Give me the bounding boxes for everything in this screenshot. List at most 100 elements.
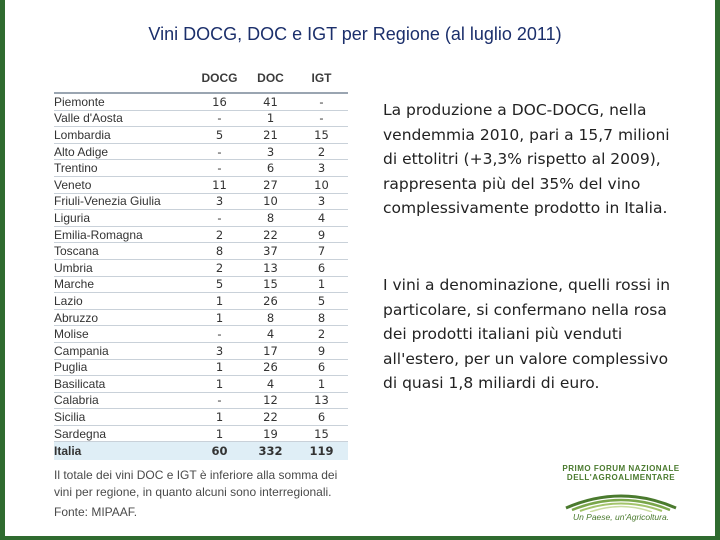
region-cell: Lombardia xyxy=(54,127,111,142)
docg-cell: 2 xyxy=(215,260,224,275)
igt-cell: 119 xyxy=(309,444,334,459)
wine-table: DOCG DOC IGT Piemonte 16 41- Valle d'Aosta -… xyxy=(54,66,348,461)
igt-cell: 1 xyxy=(317,376,326,391)
forum-logo: PRIMO FORUM NAZIONALE DELL'AGROALIMENTAR… xyxy=(556,464,686,526)
region-cell: Trentino xyxy=(54,161,98,176)
igt-cell: 2 xyxy=(317,327,326,342)
table-row: Basilicata 1 4 1 xyxy=(54,376,348,393)
table-body: Piemonte 16 41- Valle d'Aosta -1- Lombardia 5 2… xyxy=(54,92,348,461)
igt-cell: 7 xyxy=(317,244,326,259)
region-cell: Calabria xyxy=(54,393,99,408)
docg-cell: 1 xyxy=(215,426,224,441)
igt-cell: 1 xyxy=(317,277,326,292)
igt-cell: 9 xyxy=(317,227,326,242)
docg-cell: 1 xyxy=(215,360,224,375)
igt-cell: 10 xyxy=(314,177,329,192)
logo-tagline: Un Paese, un'Agricoltura. xyxy=(572,512,670,522)
region-cell: Molise xyxy=(54,327,89,342)
table-row: Lombardia 5 21 15 xyxy=(54,127,348,144)
docg-cell: 5 xyxy=(215,277,224,292)
docg-cell: 1 xyxy=(215,310,224,325)
doc-cell: 1 xyxy=(266,111,275,126)
igt-cell: 6 xyxy=(317,410,326,425)
docg-cell: 3 xyxy=(215,343,224,358)
region-cell: Puglia xyxy=(54,360,88,375)
igt-cell: - xyxy=(319,111,324,126)
igt-cell: 8 xyxy=(317,310,326,325)
region-cell: Italia xyxy=(54,444,82,459)
paragraph-exports: I vini a denominazione, quelli rossi in … xyxy=(383,276,671,392)
paragraph-production: La produzione a DOC-DOCG, nella vendemmi… xyxy=(383,101,670,217)
doc-cell: 26 xyxy=(263,293,278,308)
docg-cell: - xyxy=(217,327,222,342)
igt-cell: 15 xyxy=(314,127,329,142)
frame-bottom-bar xyxy=(0,536,720,540)
docg-cell: 3 xyxy=(215,194,224,209)
docg-cell: 2 xyxy=(215,227,224,242)
table-row: Sardegna 1 19 15 xyxy=(54,426,348,443)
table-row: Trentino - 6 3 xyxy=(54,160,348,177)
table-row: Piemonte 16 41 - xyxy=(54,94,348,111)
region-cell: Sardegna xyxy=(54,426,107,441)
logo-line-1: PRIMO FORUM NAZIONALE xyxy=(562,464,680,473)
table-row-total: Italia 60 332 119 xyxy=(54,442,348,461)
docg-cell: 16 xyxy=(212,94,227,109)
table-row: Liguria - 8 4 xyxy=(54,210,348,227)
table-row: Friuli-Venezia Giulia 3 10 3 xyxy=(54,194,348,211)
region-cell: Campania xyxy=(54,343,109,358)
doc-cell: 10 xyxy=(263,194,278,209)
igt-cell: 4 xyxy=(317,210,326,225)
region-cell: Sicilia xyxy=(54,410,86,425)
header-docg: DOCG xyxy=(201,71,238,85)
region-cell: Marche xyxy=(54,277,95,292)
slide-title: Vini DOCG, DOC e IGT per Regione (al lug… xyxy=(148,24,562,44)
doc-cell: 27 xyxy=(263,177,278,192)
header-igt: IGT xyxy=(311,71,332,85)
docg-cell: 11 xyxy=(212,177,227,192)
igt-cell: - xyxy=(319,94,324,109)
doc-cell: 22 xyxy=(263,410,278,425)
doc-cell: 332 xyxy=(258,444,283,459)
field-stripes-icon xyxy=(565,494,677,512)
header-doc: DOC xyxy=(257,71,284,85)
region-cell: Basilicata xyxy=(54,376,106,391)
frame-left-bar xyxy=(0,0,5,540)
igt-cell: 6 xyxy=(317,360,326,375)
region-cell: Valle d'Aosta xyxy=(54,111,123,126)
table-row: Lazio 1 26 5 xyxy=(54,293,348,310)
docg-cell: - xyxy=(217,161,222,176)
region-cell: Friuli-Venezia Giulia xyxy=(54,194,161,209)
frame-right-bar xyxy=(715,0,720,540)
doc-cell: 41 xyxy=(263,94,278,109)
igt-cell: 13 xyxy=(314,393,329,408)
docg-cell: - xyxy=(217,144,222,159)
doc-cell: 15 xyxy=(263,277,278,292)
igt-cell: 3 xyxy=(317,161,326,176)
doc-cell: 19 xyxy=(263,426,278,441)
region-cell: Toscana xyxy=(54,244,99,259)
region-cell: Umbria xyxy=(54,260,93,275)
doc-cell: 4 xyxy=(266,327,275,342)
igt-cell: 2 xyxy=(317,144,326,159)
table-row: Sicilia 1 22 6 xyxy=(54,409,348,426)
table-header: DOCG DOC IGT xyxy=(54,66,348,90)
docg-cell: 8 xyxy=(215,244,224,259)
region-cell: Veneto xyxy=(54,177,92,192)
region-cell: Lazio xyxy=(54,293,83,308)
igt-cell: 15 xyxy=(314,426,329,441)
docg-cell: 1 xyxy=(215,293,224,308)
docg-cell: - xyxy=(217,393,222,408)
table-row: Alto Adige - 3 2 xyxy=(54,144,348,161)
docg-cell: 1 xyxy=(215,376,224,391)
doc-cell: 6 xyxy=(266,161,275,176)
igt-cell: 6 xyxy=(317,260,326,275)
logo-line-2: DELL'AGROALIMENTARE xyxy=(566,473,676,482)
table-row: Emilia-Romagna 2 22 9 xyxy=(54,227,348,244)
doc-cell: 12 xyxy=(263,393,278,408)
doc-cell: 4 xyxy=(266,376,275,391)
region-cell: Liguria xyxy=(54,210,91,225)
table-row: Puglia 1 26 6 xyxy=(54,360,348,377)
doc-cell: 8 xyxy=(266,310,275,325)
table-row: Veneto 11 27 10 xyxy=(54,177,348,194)
table-row: Umbria 2 13 6 xyxy=(54,260,348,277)
